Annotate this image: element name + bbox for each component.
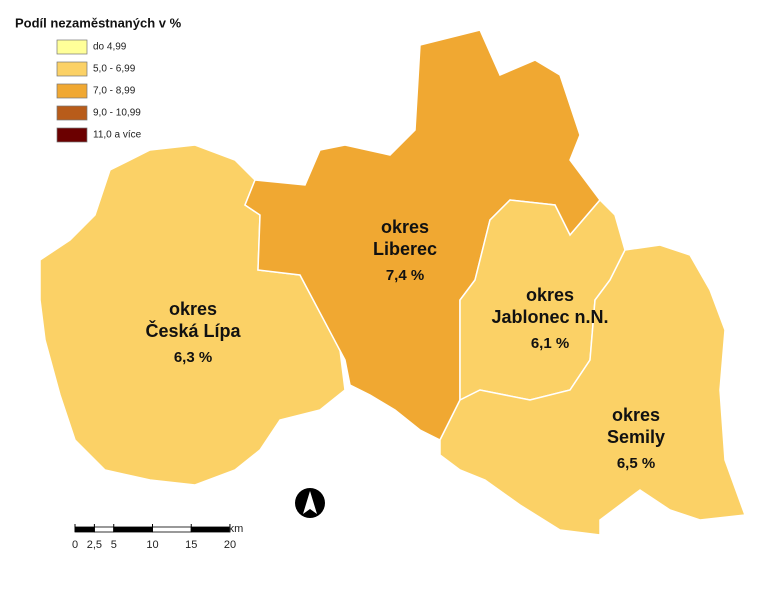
scale-label: 20	[224, 539, 236, 551]
legend-label: do 4,99	[93, 42, 127, 53]
scale-label: 5	[111, 539, 117, 551]
region-semily	[439, 244, 747, 536]
legend-label: 7,0 - 8,99	[93, 86, 136, 97]
legend-swatch	[56, 127, 88, 143]
legend-title: Podíl nezaměstnaných v %	[15, 15, 182, 30]
region-name: Semily	[607, 427, 665, 447]
legend-swatch	[56, 39, 88, 55]
region-name: Česká Lípa	[145, 320, 241, 341]
region-value: 6,1 %	[531, 335, 569, 352]
legend-label: 11,0 a více	[93, 130, 142, 141]
region-name: Liberec	[373, 239, 437, 259]
scale-segment	[93, 526, 115, 533]
region-value: 6,5 %	[617, 455, 655, 472]
scale-unit: km	[229, 523, 244, 535]
region-name: okres	[526, 285, 574, 305]
scale-segment	[74, 526, 95, 533]
region-name: okres	[612, 405, 660, 425]
legend-label: 9,0 - 10,99	[93, 108, 141, 119]
scale-segment	[152, 526, 192, 533]
north-arrow	[295, 488, 325, 518]
scale-label: 10	[146, 539, 158, 551]
legend-swatch	[56, 105, 88, 121]
region-name: okres	[169, 299, 217, 319]
region-ceska-lipa	[39, 144, 346, 486]
region-value: 7,4 %	[386, 267, 424, 284]
region-value: 6,3 %	[174, 349, 212, 366]
scale-segment	[190, 526, 231, 533]
scale-label: 15	[185, 539, 197, 551]
scale-label: 0	[72, 539, 78, 551]
region-name: okres	[381, 217, 429, 237]
legend-swatch	[56, 61, 88, 77]
region-name: Jablonec n.N.	[491, 307, 608, 327]
legend-label: 5,0 - 6,99	[93, 64, 136, 75]
scale-label: 2,5	[87, 539, 102, 551]
legend-swatch	[56, 83, 88, 99]
scale-segment	[113, 526, 153, 533]
